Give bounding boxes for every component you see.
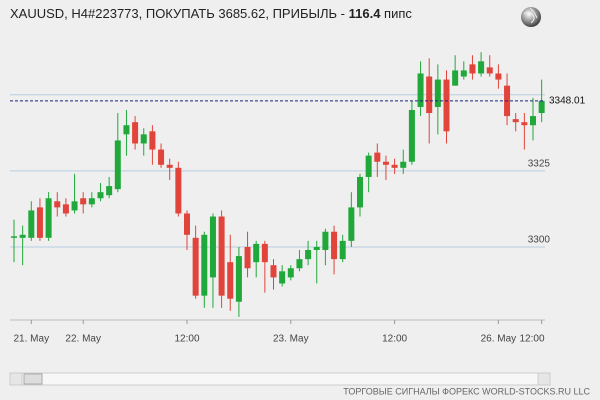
candle-body: [71, 201, 78, 211]
candle-body: [19, 234, 26, 238]
candle-body: [227, 262, 234, 299]
x-tick-label: 12:00: [519, 334, 544, 345]
candle-body: [88, 198, 95, 205]
candle-body: [279, 271, 286, 284]
candle-body: [28, 210, 35, 238]
candle-body: [391, 164, 398, 168]
candle-body: [97, 192, 104, 199]
candle-body: [469, 64, 476, 74]
scroll-left[interactable]: [9, 372, 23, 386]
candle-body: [512, 119, 519, 123]
candle-body: [123, 125, 130, 135]
candle-body: [270, 265, 277, 278]
candle-body: [140, 134, 147, 144]
candle-body: [201, 234, 208, 296]
candle-body: [382, 161, 389, 165]
candle-body: [478, 61, 485, 74]
candle-body: [261, 243, 268, 263]
x-tick-label: 26. May: [481, 334, 517, 345]
candle-body: [287, 268, 294, 278]
candle-body: [45, 198, 52, 238]
candle-body: [339, 240, 346, 260]
candle-body: [54, 201, 61, 208]
candle-body: [331, 231, 338, 260]
price-label: 3348.01: [549, 95, 586, 106]
x-tick-label: 12:00: [382, 334, 407, 345]
candle-body: [313, 246, 320, 250]
x-tick-label: 23. May: [273, 334, 309, 345]
candle-body: [452, 70, 459, 86]
title-unit: пипс: [380, 6, 412, 21]
candle-body: [253, 243, 260, 263]
candle-body: [530, 116, 536, 126]
candle-body: [486, 67, 493, 74]
candle-body: [235, 256, 242, 302]
candle-body: [495, 73, 502, 80]
candle-body: [132, 122, 139, 144]
candle-body: [348, 207, 355, 241]
candle-body: [374, 152, 381, 162]
title-text: XAUUSD, H4#223773, ПОКУПАТЬ 3685.62, ПРИ…: [10, 6, 349, 21]
x-tick-label: 12:00: [174, 334, 199, 345]
candle-body: [149, 131, 156, 150]
scroll-right[interactable]: [537, 372, 551, 386]
globe-icon[interactable]: [521, 7, 541, 27]
candle-body: [305, 250, 312, 260]
candle-body: [36, 207, 43, 238]
candle-body: [365, 155, 372, 177]
x-tick-label: 22. May: [65, 334, 101, 345]
scroll-thumb[interactable]: [23, 373, 43, 385]
candle-body: [244, 246, 251, 269]
candle-body: [114, 140, 121, 190]
globe-icon-detail: [523, 7, 538, 24]
x-tick-label: 21. May: [14, 334, 50, 345]
candle-body: [296, 259, 303, 269]
candle-body: [400, 161, 407, 168]
candle-body: [322, 231, 329, 250]
footer: ТОРГОВЫЕ СИГНАЛЫ ФОРЕКС WORLD-STOCKS.RU …: [343, 386, 590, 396]
candle-body: [521, 122, 528, 126]
candle-body: [175, 167, 182, 214]
candle-body: [218, 216, 225, 296]
candle-body: [184, 213, 190, 235]
candle-body: [62, 204, 69, 214]
y-tick-label: 3300: [528, 235, 551, 246]
candle-body: [11, 236, 17, 238]
y-tick-label: 3325: [528, 159, 551, 170]
candle-body: [434, 79, 441, 107]
candle-body: [443, 79, 450, 132]
scrollbar[interactable]: [9, 372, 551, 386]
candle-body: [158, 149, 165, 165]
title-profit: 116.4: [348, 6, 381, 21]
candle-body: [408, 110, 415, 162]
candle-body: [166, 164, 173, 168]
title: XAUUSD, H4#223773, ПОКУПАТЬ 3685.62, ПРИ…: [10, 6, 412, 21]
candle-body: [106, 186, 113, 196]
candle-body: [357, 176, 363, 208]
candle-body: [192, 237, 199, 296]
candle-body: [538, 100, 545, 114]
candle-body: [460, 70, 467, 77]
candle-body: [426, 76, 433, 114]
candle-body: [80, 198, 87, 205]
candle-body: [209, 216, 216, 278]
candle-body: [417, 73, 424, 107]
